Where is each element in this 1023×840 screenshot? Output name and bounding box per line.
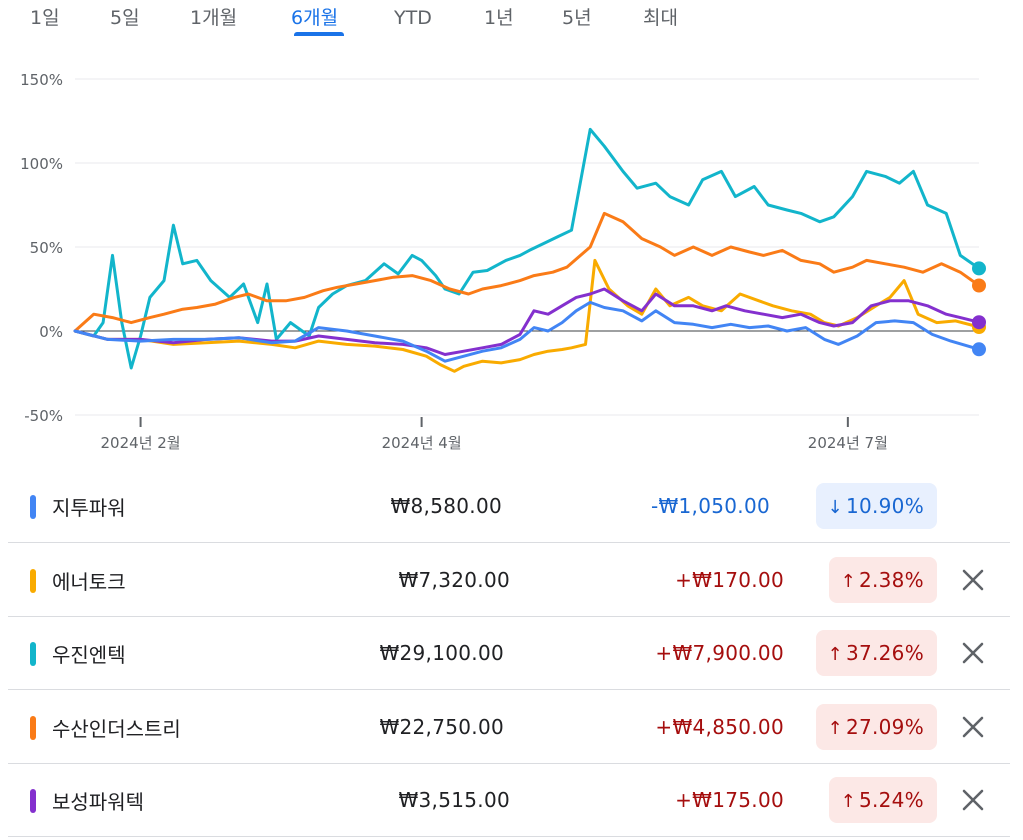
row-divider bbox=[8, 689, 1010, 690]
tab-1[interactable]: 5일 bbox=[110, 7, 140, 29]
remove-stock-button[interactable] bbox=[959, 566, 987, 594]
x-tick-label: 2024년 4월 bbox=[382, 434, 462, 452]
arrow-down-icon: ↓ bbox=[827, 497, 843, 518]
percent-change-value: 5.24% bbox=[858, 788, 924, 812]
price-change: +₩4,850.00 bbox=[655, 714, 784, 739]
series-end-dot-1 bbox=[972, 278, 986, 293]
arrow-up-icon: ↑ bbox=[840, 570, 856, 592]
stock-price: ₩7,320.00 bbox=[398, 567, 510, 592]
row-divider bbox=[8, 836, 1010, 837]
series-end-dot-4 bbox=[972, 342, 986, 357]
percent-change-badge: ↑ 2.38% bbox=[828, 556, 937, 603]
tab-4[interactable]: YTD bbox=[394, 7, 432, 29]
series-line-4 bbox=[73, 300, 981, 363]
stock-row[interactable]: 보성파워텍 ₩3,515.00 +₩175.00 ↑ 5.24% bbox=[0, 764, 1010, 837]
close-icon bbox=[962, 569, 984, 590]
remove-stock-button[interactable] bbox=[959, 713, 987, 741]
stock-row[interactable]: 지투파워 ₩8,580.00 -₩1,050.00 ↓ 10.90% bbox=[0, 470, 1010, 543]
price-change: +₩170.00 bbox=[675, 567, 784, 592]
remove-stock-button[interactable] bbox=[959, 786, 987, 814]
price-change: +₩7,900.00 bbox=[655, 641, 784, 665]
y-tick-label: 50% bbox=[30, 239, 63, 257]
x-tick-label: 2024년 2월 bbox=[101, 434, 181, 452]
series-color-swatch bbox=[30, 789, 36, 813]
stock-price: ₩3,515.00 bbox=[398, 788, 510, 812]
tab-7[interactable]: 최대 bbox=[643, 7, 678, 29]
percent-change-value: 2.38% bbox=[858, 567, 924, 592]
series-line-0 bbox=[73, 127, 981, 370]
tab-5[interactable]: 1년 bbox=[484, 7, 514, 29]
tab-3[interactable]: 6개월 bbox=[291, 7, 339, 29]
stock-price: ₩8,580.00 bbox=[390, 494, 502, 518]
percent-change-badge: ↑ 5.24% bbox=[828, 777, 937, 823]
tab-2[interactable]: 1개월 bbox=[190, 7, 238, 29]
range-tabs: 1일 5일 1개월 6개월 YTD 1년 5년 최대 bbox=[0, 0, 1023, 44]
series-color-swatch bbox=[30, 642, 36, 666]
stock-row[interactable]: 에너토크 ₩7,320.00 +₩170.00 ↑ 2.38% bbox=[0, 544, 1010, 617]
close-icon bbox=[962, 642, 984, 664]
stock-row[interactable]: 우진엔텍 ₩29,100.00 +₩7,900.00 ↑ 37.26% bbox=[0, 617, 1010, 690]
stock-name: 보성파워텍 bbox=[52, 790, 144, 814]
y-tick-label: 150% bbox=[20, 71, 63, 89]
series-color-swatch bbox=[30, 568, 36, 593]
percent-change-value: 10.90% bbox=[845, 494, 924, 518]
y-tick-label: 0% bbox=[39, 323, 63, 341]
comparison-chart: 150% 100% 50% 0% -50% 2024년 2월 2024년 4월 2024년 7… bbox=[20, 71, 986, 452]
percent-change-badge: ↓ 10.90% bbox=[815, 483, 937, 529]
arrow-up-icon: ↑ bbox=[827, 644, 843, 665]
active-tab-indicator bbox=[294, 32, 344, 36]
stock-name: 지투파워 bbox=[52, 496, 126, 520]
y-tick-label: 100% bbox=[20, 155, 63, 173]
remove-stock-button[interactable] bbox=[959, 639, 987, 667]
row-divider bbox=[8, 615, 1010, 617]
series-end-dot-0 bbox=[972, 261, 986, 276]
series-end-dot-3 bbox=[972, 315, 986, 330]
y-tick-label: -50% bbox=[24, 407, 63, 425]
stock-row[interactable]: 수산인더스트리 ₩22,750.00 +₩4,850.00 ↑ 27.09% bbox=[0, 691, 1010, 764]
percent-change-badge: ↑ 27.09% bbox=[815, 703, 937, 750]
series-line-1 bbox=[73, 211, 981, 333]
series-color-swatch bbox=[30, 495, 36, 519]
price-change: -₩1,050.00 bbox=[650, 494, 770, 518]
percent-change-value: 27.09% bbox=[845, 714, 924, 739]
percent-change-badge: ↑ 37.26% bbox=[815, 630, 937, 676]
row-divider bbox=[8, 542, 1010, 543]
price-change: +₩175.00 bbox=[675, 788, 784, 812]
row-divider bbox=[8, 762, 1010, 764]
close-icon bbox=[962, 716, 984, 737]
series-color-swatch bbox=[30, 715, 36, 740]
percent-change-value: 37.26% bbox=[845, 641, 924, 665]
close-icon bbox=[962, 789, 984, 811]
stock-name: 에너토크 bbox=[52, 569, 126, 594]
x-tick-label: 2024년 7월 bbox=[808, 434, 888, 452]
stock-price: ₩29,100.00 bbox=[379, 641, 504, 665]
series-line-3 bbox=[73, 287, 981, 356]
stock-name: 우진엔텍 bbox=[52, 643, 126, 667]
stock-name: 수산인더스트리 bbox=[52, 716, 181, 741]
tab-0[interactable]: 1일 bbox=[30, 7, 60, 29]
arrow-up-icon: ↑ bbox=[827, 717, 843, 739]
tab-6[interactable]: 5년 bbox=[562, 7, 592, 29]
stock-price: ₩22,750.00 bbox=[379, 714, 504, 739]
arrow-up-icon: ↑ bbox=[840, 791, 856, 812]
